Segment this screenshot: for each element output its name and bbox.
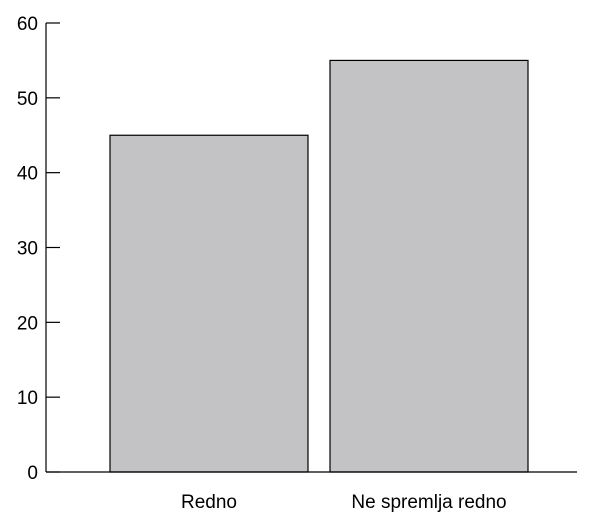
y-tick-label: 50 [17,89,38,110]
x-axis-labels: Redno Ne spremlja redno [181,492,507,513]
y-tick-label: 10 [17,388,38,409]
y-axis-ticks: 0 10 20 30 40 50 60 [17,14,60,484]
bar [329,59,529,473]
y-tick-label: 40 [17,164,38,185]
x-category-label: Redno [181,492,237,513]
y-tick-label: 30 [17,239,38,260]
y-tick-label: 0 [27,463,38,484]
y-tick-label: 20 [17,313,38,334]
y-tick-label: 60 [17,14,38,35]
bars [109,59,529,473]
x-category-label: Ne spremlja redno [351,492,506,513]
bar [109,134,309,473]
